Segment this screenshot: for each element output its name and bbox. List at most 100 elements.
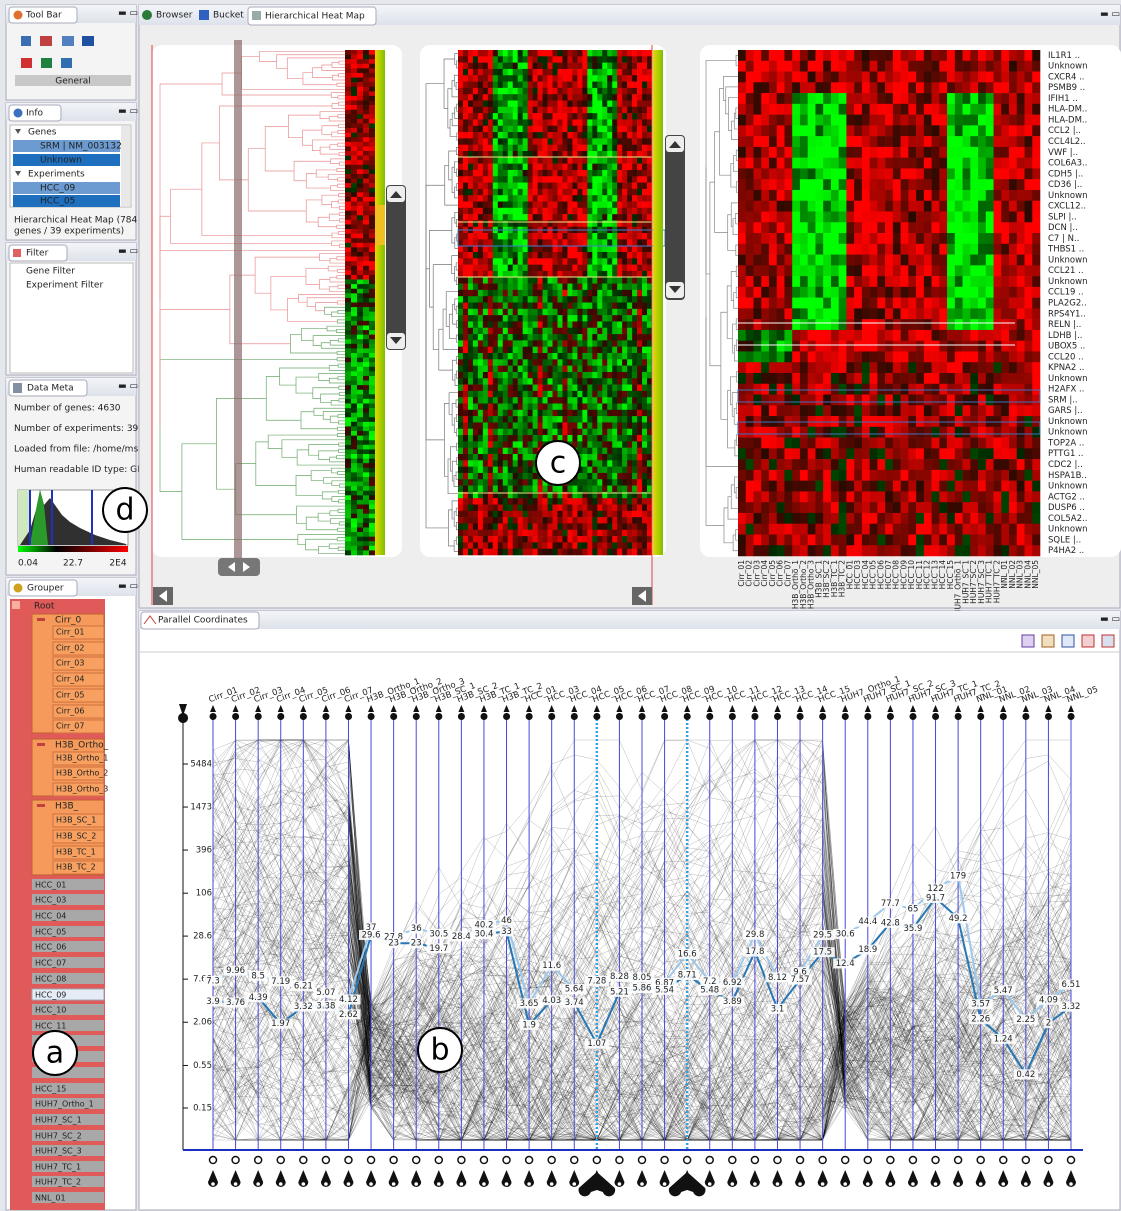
leaf-label[interactable]: HCC_03	[35, 896, 66, 905]
leaf-label[interactable]: Cirr_07	[56, 722, 84, 731]
tab[interactable]: Bucket	[213, 11, 244, 21]
filter-item[interactable]: Experiment Filter	[26, 281, 103, 291]
gene-label[interactable]: DCN |..	[1048, 223, 1078, 233]
group-label[interactable]: H3B_Ortho_	[55, 741, 109, 751]
heat-cell	[478, 353, 483, 360]
leaf-label[interactable]: H3B_TC_1	[56, 848, 96, 857]
gene-label[interactable]: IFIH1 ..	[1048, 94, 1078, 104]
leaf-label[interactable]: H3B_SC_2	[56, 832, 96, 841]
leaf-label[interactable]: HCC_08	[35, 975, 66, 984]
gene-label[interactable]: HLA-DM..	[1048, 105, 1087, 115]
group-label[interactable]: H3B_	[55, 802, 79, 812]
gene-label[interactable]: VWF |..	[1048, 148, 1078, 158]
icon[interactable]	[21, 36, 31, 46]
leaf-label[interactable]: HCC_05	[35, 928, 66, 937]
tree-leaf[interactable]: SRM | NM_003132	[40, 142, 122, 152]
icon[interactable]	[21, 58, 32, 68]
heat-cell	[587, 467, 592, 474]
gene-label[interactable]: CXCL12..	[1048, 202, 1086, 212]
icon[interactable]	[82, 36, 94, 46]
gene-label[interactable]: CXCR4 ..	[1048, 72, 1085, 82]
gene-label[interactable]: CCL4L2..	[1048, 137, 1086, 147]
gene-label[interactable]: SLPI |..	[1048, 212, 1077, 222]
heat-cell	[478, 391, 483, 398]
leaf-label[interactable]: H3B_TC_2	[56, 863, 96, 872]
gene-label[interactable]: CD36 |..	[1048, 180, 1082, 190]
leaf-label[interactable]: Cirr_03	[56, 659, 84, 668]
tab[interactable]: Hierarchical Heat Map	[265, 12, 365, 22]
window-controls[interactable]: ▬ ▭	[118, 247, 138, 257]
gene-label[interactable]: Unknown	[1048, 255, 1087, 265]
leaf-label[interactable]: Cirr_05	[56, 691, 84, 700]
heat-cell	[908, 125, 916, 136]
leaf-label[interactable]: NNL_01	[35, 1194, 66, 1203]
leaf-label[interactable]: HUH7_Ortho_1	[35, 1100, 94, 1109]
gene-label[interactable]: Unknown	[1048, 62, 1087, 72]
window-controls[interactable]: ▬ ▭	[118, 107, 138, 117]
window-controls[interactable]: ▬ ▭	[118, 582, 138, 592]
heat-cell	[478, 50, 483, 57]
tree-leaf[interactable]: HCC_05	[40, 197, 75, 207]
tree-leaf[interactable]: Unknown	[40, 156, 82, 166]
gene-label[interactable]: THBS1 ..	[1047, 245, 1084, 255]
heat-cell	[970, 50, 978, 61]
window-controls[interactable]: ▬ ▭	[118, 382, 138, 392]
leaf-label[interactable]: HUH7_SC_1	[35, 1116, 82, 1125]
group-label[interactable]: Cirr_0	[55, 616, 82, 626]
leaf-label[interactable]: HCC_09	[35, 991, 66, 1000]
leaf-label[interactable]: H3B_Ortho_3	[56, 785, 108, 794]
icon[interactable]	[41, 58, 52, 68]
heat-cell	[877, 179, 885, 190]
leaf-label[interactable]: Cirr_01	[56, 628, 84, 637]
leaf-label[interactable]: HCC_07	[35, 959, 66, 968]
filter-item[interactable]: Gene Filter	[26, 267, 75, 277]
tree-node[interactable]: Experiments	[28, 170, 85, 180]
icon[interactable]	[62, 36, 74, 46]
heat-cell	[345, 275, 351, 280]
expander[interactable]	[37, 743, 45, 746]
heat-cell	[533, 435, 538, 442]
expander[interactable]	[37, 618, 45, 621]
heat-cell	[369, 303, 375, 308]
leaf-label[interactable]: Cirr_06	[56, 707, 84, 716]
heat-cell	[617, 82, 622, 89]
gene-label[interactable]: IL1R1 ..	[1048, 51, 1080, 61]
leaf-label[interactable]: HUH7_SC_3	[35, 1147, 82, 1156]
gene-label[interactable]: PSMB9 ..	[1048, 83, 1085, 93]
leaf-label[interactable]: HCC_04	[35, 912, 66, 921]
gene-label[interactable]: C7 | N..	[1048, 234, 1079, 244]
group-label[interactable]: Root	[34, 602, 55, 612]
leaf-label[interactable]: Cirr_02	[56, 644, 84, 653]
heat-cell	[947, 211, 955, 222]
expander[interactable]	[37, 804, 45, 807]
heat-cell	[538, 303, 543, 310]
gene-label[interactable]: CDH5 |..	[1048, 169, 1083, 179]
heat-cell	[538, 138, 543, 145]
window-controls[interactable]: ▬ ▭	[118, 9, 138, 19]
tab[interactable]: Browser	[156, 11, 193, 21]
leaf-label[interactable]: H3B_Ortho_1	[56, 754, 108, 763]
leaf-label[interactable]: HUH7_TC_2	[35, 1178, 81, 1187]
leaf-label[interactable]: H3B_SC_1	[56, 816, 96, 825]
icon[interactable]	[40, 36, 52, 46]
gene-label[interactable]: COL6A3..	[1048, 159, 1087, 169]
leaf-label[interactable]: Cirr_04	[56, 675, 84, 684]
leaf-label[interactable]: HCC_11	[35, 1022, 66, 1031]
leaf-label[interactable]: HUH7_TC_1	[35, 1163, 81, 1172]
icon[interactable]	[61, 58, 72, 68]
leaf-label[interactable]: HCC_01	[35, 881, 66, 890]
leaf-label[interactable]: H3B_Ortho_2	[56, 769, 108, 778]
gene-label[interactable]: Unknown	[1048, 191, 1087, 201]
window-controls[interactable]: ▬ ▭	[1100, 10, 1120, 20]
gene-label[interactable]: CCL21 ..	[1048, 266, 1084, 276]
scrollbar[interactable]	[121, 126, 130, 206]
leaf-label[interactable]: HUH7_SC_2	[35, 1132, 82, 1141]
leaf-label[interactable]: HCC_06	[35, 943, 66, 952]
gene-label[interactable]: CCL2 |..	[1048, 126, 1081, 136]
leaf-label[interactable]: HCC_15	[35, 1085, 66, 1094]
tree-node[interactable]: Genes	[28, 128, 57, 138]
heat-cell	[557, 50, 562, 57]
leaf-label[interactable]: HCC_10	[35, 1006, 66, 1015]
gene-label[interactable]: HLA-DM..	[1048, 115, 1087, 125]
tree-leaf[interactable]: HCC_09	[40, 184, 76, 194]
